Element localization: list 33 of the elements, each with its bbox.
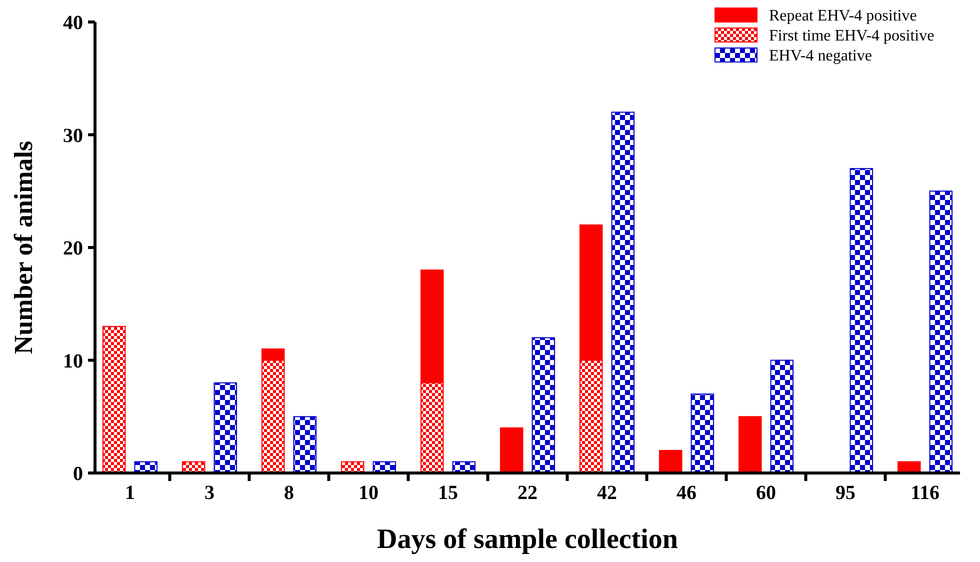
x-tick-label: 22 bbox=[518, 482, 538, 504]
x-tick-label: 15 bbox=[438, 482, 458, 504]
bar bbox=[532, 337, 556, 474]
bar bbox=[658, 450, 682, 474]
x-tick-label: 1 bbox=[124, 482, 135, 504]
bar bbox=[611, 112, 635, 474]
bar bbox=[102, 326, 126, 474]
legend-label: First time EHV-4 positive bbox=[769, 28, 934, 45]
x-axis-title: Days of sample collection bbox=[377, 524, 678, 555]
y-tick-label: 10 bbox=[63, 350, 83, 372]
x-tick-label: 60 bbox=[756, 482, 776, 504]
y-tick-label: 0 bbox=[73, 463, 83, 485]
y-tick-label: 20 bbox=[63, 238, 83, 260]
bar bbox=[690, 394, 714, 474]
bar bbox=[770, 360, 794, 474]
x-tick-label: 3 bbox=[204, 482, 214, 504]
bar bbox=[214, 382, 238, 474]
x-tick-label: 8 bbox=[284, 482, 294, 504]
x-tick-label: 116 bbox=[910, 482, 940, 504]
x-tick-label: 42 bbox=[597, 482, 618, 504]
x-tick-label: 46 bbox=[676, 482, 697, 504]
y-axis-title: Number of animals bbox=[9, 140, 38, 354]
bar bbox=[929, 190, 953, 474]
y-tick-label: 30 bbox=[63, 124, 83, 147]
legend-label: EHV-4 negative bbox=[769, 48, 872, 65]
x-tick-label: 95 bbox=[836, 482, 856, 504]
bar bbox=[293, 416, 317, 474]
bar bbox=[738, 416, 762, 474]
y-tick-label: 40 bbox=[63, 12, 83, 34]
x-tick-label: 10 bbox=[358, 482, 378, 504]
bar bbox=[500, 427, 524, 474]
legend-label: Repeat EHV-4 positive bbox=[769, 8, 917, 25]
bar bbox=[850, 168, 874, 474]
